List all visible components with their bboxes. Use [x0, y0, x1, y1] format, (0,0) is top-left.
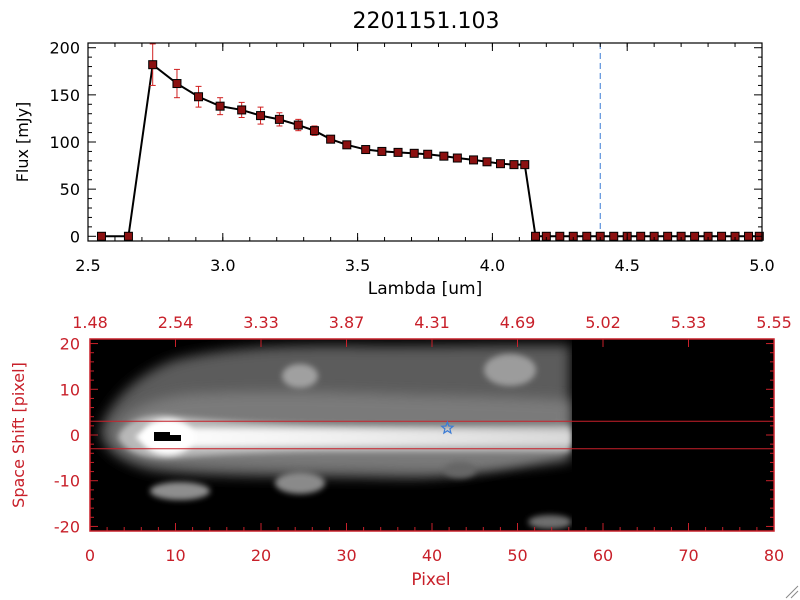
x-tick-label: 3.0: [210, 256, 235, 275]
data-point: [636, 231, 646, 241]
data-point: [148, 60, 158, 70]
image-x-ticks: 0 10 20 30 40 50 60 70 80: [85, 523, 784, 565]
spectrum-panel: 2.5 3.0 3.5 4.0 4.5 5.0 0 50 100 150 200 Lambda […: [13, 39, 775, 299]
x-tick-label: 50: [507, 546, 527, 565]
top-tick-label: 5.02: [585, 313, 621, 332]
top-tick-label: 3.87: [329, 313, 365, 332]
data-point: [717, 231, 727, 241]
data-point: [293, 120, 303, 130]
x-tick-label: 5.0: [749, 256, 774, 275]
top-tick-label: 1.48: [72, 313, 108, 332]
y-tick-label: -20: [54, 517, 80, 536]
data-point: [237, 105, 247, 115]
y-tick-label: 0: [70, 227, 80, 246]
data-point: [423, 149, 433, 159]
y-tick-label: 50: [60, 180, 80, 199]
data-point: [744, 231, 754, 241]
spectrum-plot-frame: [87, 42, 763, 242]
data-point: [194, 92, 204, 102]
y-tick-label: 200: [49, 39, 80, 58]
top-tick-label: 5.33: [671, 313, 707, 332]
data-point: [274, 114, 284, 124]
y-tick-label: 100: [49, 133, 80, 152]
top-tick-label: 3.33: [243, 313, 279, 332]
data-point: [409, 148, 419, 158]
x-tick-label: 3.5: [345, 256, 370, 275]
resize-grip-icon[interactable]: [785, 585, 799, 599]
y-tick-label: 10: [60, 380, 80, 399]
top-tick-label: 2.54: [158, 313, 194, 332]
y-tick-label: 150: [49, 86, 80, 105]
x-tick-label: 0: [85, 546, 95, 565]
x-tick-label: 40: [422, 546, 442, 565]
y-tick-label: 20: [60, 335, 80, 354]
data-point: [520, 160, 530, 170]
data-point: [361, 145, 371, 155]
top-tick-label: 4.69: [500, 313, 536, 332]
image-x-label: Pixel: [411, 570, 450, 590]
y-tick-label: 0: [70, 426, 80, 445]
data-point: [509, 160, 519, 170]
data-point: [495, 159, 505, 169]
star-marker: [440, 420, 455, 435]
x-tick-label: 4.5: [614, 256, 639, 275]
spectrum-x-ticks: 2.5 3.0 3.5 4.0 4.5 5.0: [75, 43, 775, 275]
data-point: [609, 231, 619, 241]
data-point: [439, 151, 449, 161]
data-point: [663, 231, 673, 241]
x-tick-label: 80: [764, 546, 784, 565]
chart-title: 2201151.103: [353, 9, 500, 34]
spectrum-series: [96, 43, 764, 241]
x-tick-label: 30: [336, 546, 356, 565]
data-point: [531, 231, 541, 241]
spectrum-y-label: Flux [mJy]: [13, 102, 32, 183]
data-point: [690, 231, 700, 241]
data-point: [123, 231, 133, 241]
data-point: [342, 140, 352, 150]
data-point: [326, 134, 336, 144]
x-tick-label: 60: [593, 546, 613, 565]
top-tick-label: 4.31: [414, 313, 450, 332]
data-point: [256, 111, 266, 121]
data-point: [215, 101, 225, 111]
data-point: [555, 231, 565, 241]
image-y-ticks: -20 -10 0 10 20: [54, 335, 774, 536]
image-y-label: Space Shift [pixel]: [9, 362, 28, 508]
data-point: [482, 157, 492, 167]
y-tick-label: -10: [54, 472, 80, 491]
x-tick-label: 2.5: [75, 256, 100, 275]
data-point: [582, 231, 592, 241]
data-point: [96, 231, 106, 241]
spectral-image: [100, 339, 774, 531]
top-tick-label: 5.55: [756, 313, 792, 332]
data-point: [172, 79, 182, 89]
data-point: [309, 126, 319, 136]
x-tick-label: 70: [678, 546, 698, 565]
data-point: [469, 155, 479, 165]
data-point: [377, 146, 387, 156]
x-tick-label: 10: [165, 546, 185, 565]
image-top-ticks: 1.48 2.54 3.33 3.87 4.31 4.69 5.02 5.33 5.55: [72, 313, 792, 347]
x-tick-label: 20: [251, 546, 271, 565]
data-point: [452, 153, 462, 163]
data-point: [393, 147, 403, 157]
image-panel: 0 10 20 30 40 50 60 70 80 -20 -10 0 10 20 1.48 2.54 3.…: [9, 313, 792, 590]
x-tick-label: 4.0: [480, 256, 505, 275]
spectrum-x-label: Lambda [um]: [368, 279, 482, 299]
spectrum-y-ticks: 0 50 100 150 200: [49, 39, 762, 246]
